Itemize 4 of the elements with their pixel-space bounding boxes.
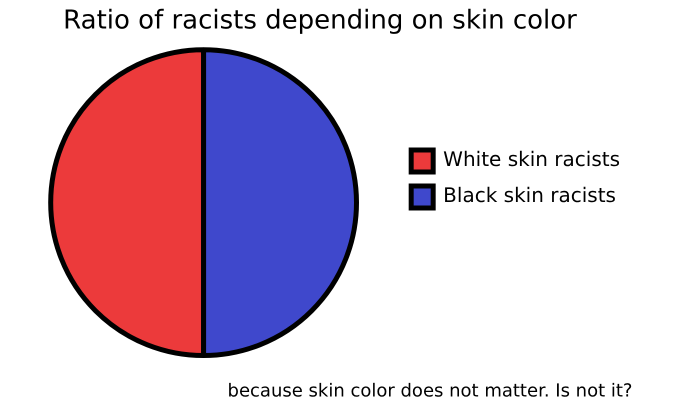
legend-label: White skin racists (443, 147, 620, 172)
chart-title: Ratio of racists depending on skin color (63, 5, 578, 36)
text: because skin color does not matter. Is not it? (228, 380, 632, 402)
legend-label: Black skin racists (443, 183, 616, 208)
